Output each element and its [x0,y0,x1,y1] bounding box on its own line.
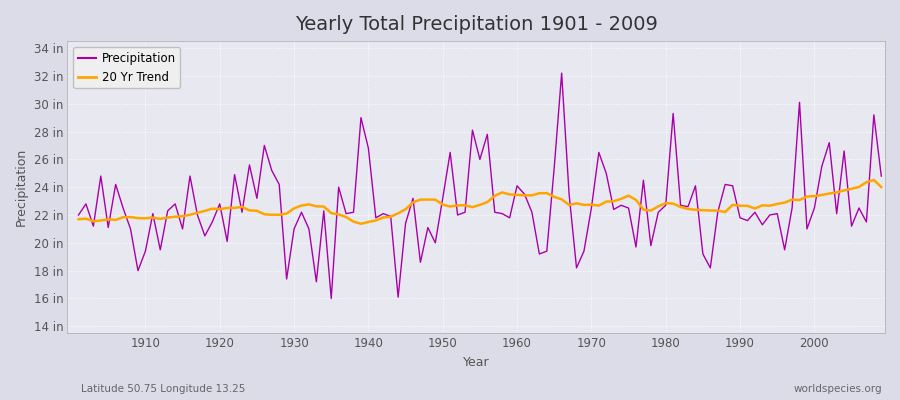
Title: Yearly Total Precipitation 1901 - 2009: Yearly Total Precipitation 1901 - 2009 [294,15,658,34]
Text: Latitude 50.75 Longitude 13.25: Latitude 50.75 Longitude 13.25 [81,384,246,394]
Text: worldspecies.org: worldspecies.org [794,384,882,394]
Y-axis label: Precipitation: Precipitation [15,148,28,226]
Legend: Precipitation, 20 Yr Trend: Precipitation, 20 Yr Trend [73,47,180,88]
X-axis label: Year: Year [463,356,490,369]
